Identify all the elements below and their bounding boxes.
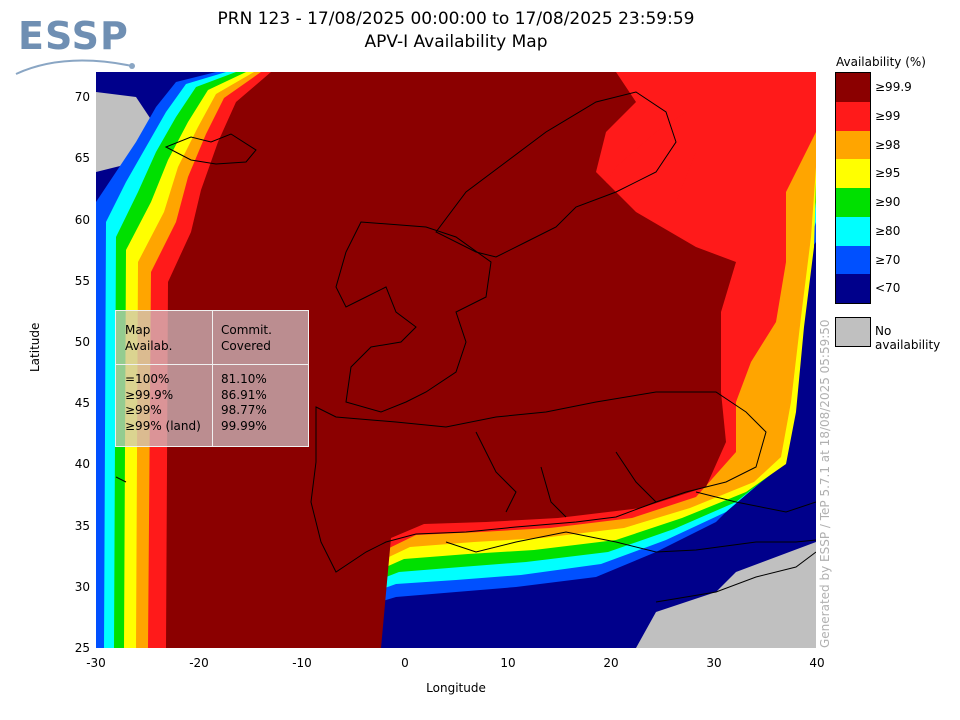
table-row-level: =100% bbox=[125, 372, 170, 386]
legend-title: Availability (%) bbox=[836, 55, 926, 69]
y-tick: 45 bbox=[74, 396, 90, 410]
legend-colorbar bbox=[835, 72, 871, 304]
map-title: PRN 123 - 17/08/2025 00:00:00 to 17/08/2… bbox=[217, 9, 695, 29]
coastlines bbox=[115, 91, 816, 603]
col1-header-line1: Map bbox=[125, 323, 151, 337]
legend-swatch bbox=[836, 274, 870, 303]
y-axis-label: Latitude bbox=[28, 322, 42, 372]
col2-header-line1: Commit. bbox=[221, 323, 272, 337]
col2-header-line2: Covered bbox=[221, 338, 271, 353]
table-row-covered: 81.10% bbox=[221, 372, 267, 386]
no-availability-area bbox=[636, 542, 816, 648]
y-tick: 70 bbox=[74, 90, 90, 104]
y-tick: 30 bbox=[74, 580, 90, 594]
logo-arc bbox=[15, 59, 135, 75]
legend-swatch bbox=[836, 216, 870, 246]
y-tick: 50 bbox=[74, 335, 90, 349]
availability-map bbox=[96, 72, 816, 648]
y-tick: 55 bbox=[74, 274, 90, 288]
table-row-covered: 99.99% bbox=[221, 418, 267, 433]
table-row-covered: 98.77% bbox=[221, 403, 267, 417]
col1-header-line2: Availab. bbox=[125, 338, 173, 353]
y-tick: 40 bbox=[74, 457, 90, 471]
legend-label: ≥98 bbox=[875, 137, 901, 152]
no-availability-swatch bbox=[835, 317, 871, 347]
logo-text: ESSP bbox=[18, 14, 129, 58]
x-tick: 40 bbox=[809, 656, 825, 670]
band-99-north bbox=[606, 112, 696, 212]
essp-logo: ESSP bbox=[14, 12, 144, 82]
legend-label: ≥95 bbox=[875, 166, 901, 181]
x-tick: -20 bbox=[189, 656, 209, 670]
x-tick: 10 bbox=[500, 656, 516, 670]
x-tick: -30 bbox=[86, 656, 106, 670]
legend-label: ≥99 bbox=[875, 108, 901, 123]
map-subtitle: APV-I Availability Map bbox=[364, 32, 548, 52]
legend-swatch bbox=[836, 130, 870, 160]
map-canvas bbox=[96, 72, 816, 648]
y-tick: 35 bbox=[74, 519, 90, 533]
legend-label: ≥80 bbox=[875, 223, 901, 238]
legend-swatch bbox=[836, 188, 870, 217]
legend-label: <70 bbox=[875, 281, 901, 296]
legend-label: ≥90 bbox=[875, 195, 901, 209]
x-tick: 30 bbox=[706, 656, 722, 670]
table-row-level: ≥99% (land) bbox=[125, 418, 201, 433]
table-row-covered: 86.91% bbox=[221, 387, 267, 402]
band-999 bbox=[166, 72, 736, 648]
legend-label: ≥99.9 bbox=[875, 80, 912, 94]
legend-swatch bbox=[836, 73, 870, 102]
x-tick: -10 bbox=[292, 656, 312, 670]
generated-by-text: Generated by ESSP / TeP 5.7.1 at 18/08/2… bbox=[818, 319, 832, 648]
legend-swatch bbox=[836, 245, 870, 275]
legend-swatch bbox=[836, 101, 870, 131]
no-availability-label: No availability bbox=[875, 324, 941, 352]
x-tick: 0 bbox=[401, 656, 409, 670]
table-row-level: ≥99.9% bbox=[125, 387, 174, 402]
legend-swatch bbox=[836, 159, 870, 188]
table-row-level: ≥99% bbox=[125, 403, 162, 417]
x-tick: 20 bbox=[603, 656, 619, 670]
x-axis-label: Longitude bbox=[426, 681, 486, 695]
coverage-table: Map Availab. Commit. Covered =100% ≥99.9… bbox=[115, 310, 309, 447]
y-tick: 65 bbox=[74, 151, 90, 165]
legend-label: ≥70 bbox=[875, 252, 901, 267]
y-tick: 25 bbox=[74, 641, 90, 655]
y-tick: 60 bbox=[74, 213, 90, 227]
